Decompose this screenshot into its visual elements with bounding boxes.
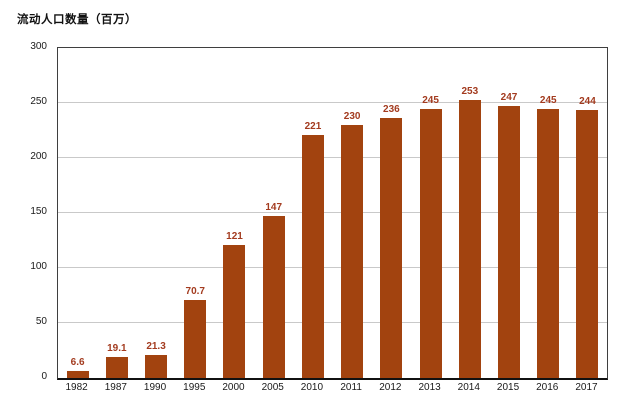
x-tick-label-1990: 1990 — [143, 382, 167, 393]
y-tick-label: 150 — [30, 206, 47, 217]
gridline — [58, 267, 607, 268]
bar-value-label: 245 — [539, 94, 557, 106]
gridline — [58, 322, 607, 323]
bar-2013 — [419, 108, 442, 378]
bar-value-label: 21.3 — [146, 340, 166, 352]
bar-col-2013: 245 — [411, 48, 450, 378]
bar-col-1995: 70.7 — [176, 48, 215, 378]
bar-1987 — [105, 357, 128, 378]
bar-value-label: 147 — [265, 202, 283, 214]
y-tick-label: 50 — [35, 316, 47, 327]
gridline — [58, 212, 607, 213]
bar-value-label: 230 — [343, 111, 361, 122]
gridline — [58, 157, 607, 158]
bar-1990 — [145, 354, 168, 378]
bar-value-label: 121 — [226, 230, 243, 242]
bar-2017 — [576, 109, 599, 378]
x-tick-label-1987: 1987 — [104, 382, 127, 393]
bars-row: 6.6 19.1 21.3 70.7 121 147 221 230 236 245 253 247 2… — [58, 48, 607, 378]
x-tick-label-2014: 2014 — [457, 382, 480, 393]
x-tick-label-1982: 1982 — [65, 382, 88, 393]
bar-col-1982: 6.6 — [58, 48, 97, 378]
bar-col-2014: 253 — [450, 48, 489, 378]
bar-col-1987: 19.1 — [97, 48, 136, 378]
x-tick-label-2010: 2010 — [300, 382, 324, 393]
bar-col-2000: 121 — [215, 48, 254, 378]
bar-value-label: 19.1 — [107, 343, 127, 354]
x-tick-label-2016: 2016 — [536, 382, 559, 393]
bar-col-2011: 230 — [333, 48, 372, 378]
bar-2015 — [498, 106, 521, 378]
bar-col-2010: 221 — [293, 48, 332, 378]
x-tick-label-2017: 2017 — [575, 382, 598, 393]
x-tick-label-2015: 2015 — [496, 382, 520, 393]
plot-area: 6.6 19.1 21.3 70.7 121 147 221 230 236 245 253 247 2… — [57, 47, 608, 380]
bar-col-1990: 21.3 — [136, 48, 175, 378]
bar-col-2015: 247 — [489, 48, 528, 378]
x-tick-label-2013: 2013 — [418, 382, 441, 393]
bar-col-2005: 147 — [254, 48, 293, 378]
x-tick-label-2011: 2011 — [340, 382, 362, 393]
bar-value-label: 236 — [383, 104, 400, 116]
bar-2014 — [458, 99, 481, 378]
bar-value-label: 253 — [461, 85, 479, 97]
x-tick-label-1995: 1995 — [183, 382, 206, 393]
bar-2011 — [341, 125, 364, 378]
y-tick-label: 100 — [30, 261, 47, 272]
bar-col-2012: 236 — [372, 48, 411, 378]
bar-value-label: 221 — [304, 120, 322, 132]
y-tick-label: 250 — [30, 96, 47, 107]
bar-1982 — [66, 370, 89, 378]
x-axis: 1982 1987 1990 1995 2000 2005 2010 2011 2012 2013… — [57, 382, 606, 394]
x-tick-label-2012: 2012 — [379, 382, 402, 393]
bar-2005 — [262, 216, 285, 378]
bar-1995 — [184, 300, 207, 378]
y-axis: 0 50 100 150 200 250 300 — [0, 42, 51, 382]
x-tick-label-2005: 2005 — [261, 382, 284, 393]
bar-2012 — [380, 118, 403, 378]
bar-col-2017: 244 — [568, 48, 607, 378]
y-tick-label: 200 — [30, 151, 47, 162]
bar-value-label: 70.7 — [185, 286, 205, 298]
chart-title: 流动人口数量（百万） — [17, 14, 137, 26]
bar-value-label: 247 — [500, 92, 518, 104]
bar-value-label: 244 — [579, 95, 596, 107]
bar-value-label: 245 — [422, 94, 439, 106]
bar-2010 — [301, 134, 324, 378]
y-tick-label: 0 — [41, 371, 47, 382]
gridline — [58, 102, 607, 103]
bar-2000 — [223, 244, 246, 378]
bar-col-2016: 245 — [529, 48, 568, 378]
bar-value-label: 6.6 — [70, 356, 85, 368]
y-tick-label: 300 — [30, 41, 47, 52]
x-tick-label-2000: 2000 — [222, 382, 245, 393]
bar-2016 — [537, 108, 560, 378]
